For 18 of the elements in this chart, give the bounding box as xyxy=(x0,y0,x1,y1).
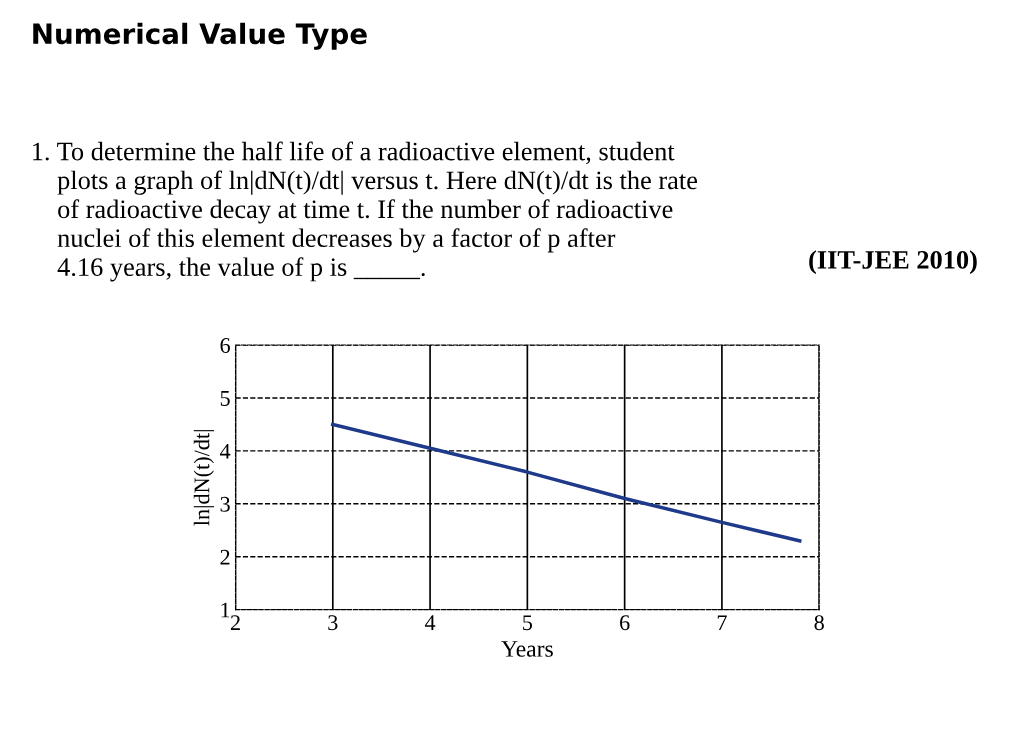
x-tick-label: 5 xyxy=(523,615,533,631)
chart-title: Numerical Value Type xyxy=(33,22,367,50)
line-series xyxy=(331,422,802,543)
x-tick-label: 8 xyxy=(814,615,824,631)
y-tick-label: 3 xyxy=(220,496,230,512)
x-axis-title: Years xyxy=(501,641,553,657)
text: 1. To determine the half life of a radioactive element, student plots a graph of ln|dN(t)/dt| versus t. Here dN(t)/dt is the rate of radioactive decay at time t. If the number of radioactive nuclei of this element decreases by a factor of p after 4.16 years, the value of p is _____. xyxy=(33,141,697,282)
y-tick-label: 2 xyxy=(220,549,230,565)
x-tick-label: 6 xyxy=(620,615,630,631)
x-tick-label: 3 xyxy=(328,615,338,631)
y-tick-label: 6 xyxy=(220,338,230,353)
y-tick-label: 5 xyxy=(220,391,230,406)
y-tick-label: 1 xyxy=(221,602,230,618)
y-tick-label: 4 xyxy=(219,443,231,459)
text: (IIT-JEE 2010) xyxy=(809,250,977,275)
x-tick-label: 7 xyxy=(717,615,727,630)
y-axis-title: ln|dN(t)/dt| xyxy=(193,430,214,526)
x-tick-label: 4 xyxy=(424,615,436,630)
